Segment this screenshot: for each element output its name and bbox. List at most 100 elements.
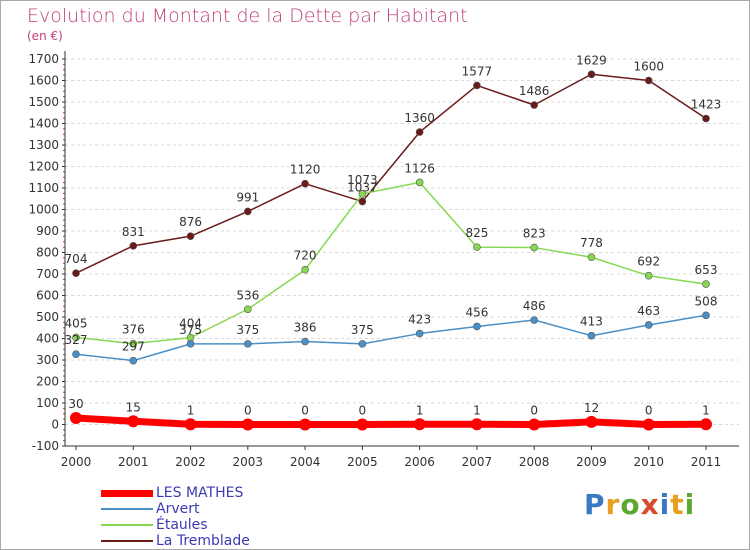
y-tick-label: 300 xyxy=(36,353,59,367)
data-point xyxy=(72,333,80,342)
x-tick-label: 2004 xyxy=(290,455,321,469)
y-tick-label: 1400 xyxy=(28,117,59,131)
data-label: 831 xyxy=(122,225,145,239)
data-point xyxy=(642,418,655,431)
legend-swatch xyxy=(101,524,153,526)
data-point xyxy=(301,265,309,274)
data-point xyxy=(702,311,710,320)
y-tick-label: 1700 xyxy=(28,52,59,66)
x-tick-label: 2001 xyxy=(118,455,149,469)
data-point xyxy=(528,418,541,431)
data-point xyxy=(585,415,598,428)
data-point xyxy=(358,190,367,198)
y-tick-label: 1300 xyxy=(28,138,59,152)
data-point xyxy=(702,280,710,288)
data-point xyxy=(644,271,653,280)
proxiti-logo: Proxiti xyxy=(584,488,695,521)
data-label: 1423 xyxy=(691,98,722,112)
data-point xyxy=(301,337,309,346)
data-point xyxy=(702,114,710,123)
x-tick-label: 2003 xyxy=(233,455,264,469)
series-line-la-tremblade xyxy=(75,73,707,274)
data-point xyxy=(473,243,481,251)
data-label: 1 xyxy=(473,403,481,417)
data-label: 876 xyxy=(179,215,202,229)
logo-letter: i xyxy=(659,488,671,521)
chart-title: Evolution du Montant de la Dette par Hab… xyxy=(27,5,468,27)
y-tick-label: 500 xyxy=(36,310,59,324)
data-label: 0 xyxy=(359,404,367,418)
legend-swatch xyxy=(101,508,153,510)
y-tick-label: 700 xyxy=(36,267,59,281)
data-point xyxy=(244,305,252,314)
data-label: 1 xyxy=(187,403,195,417)
y-tick-label: 400 xyxy=(36,332,59,346)
legend-swatch xyxy=(101,540,153,542)
data-label: 327 xyxy=(65,333,88,347)
logo-letter: r xyxy=(605,488,621,521)
data-point xyxy=(644,321,653,329)
data-point xyxy=(530,316,538,324)
logo-letter: t xyxy=(670,488,685,521)
data-label: 386 xyxy=(294,321,317,335)
y-tick-label: 200 xyxy=(36,375,59,389)
data-label: 413 xyxy=(580,315,603,329)
data-label: 823 xyxy=(523,227,546,241)
unit-label: (en €) xyxy=(27,29,63,43)
data-label: 375 xyxy=(351,323,374,337)
logo-letter: P xyxy=(584,488,606,521)
data-point xyxy=(530,101,538,109)
data-label: 508 xyxy=(695,294,718,308)
data-label: 1120 xyxy=(290,163,321,177)
data-label: 375 xyxy=(179,323,202,337)
data-label: 1629 xyxy=(576,53,607,67)
x-tick-label: 2006 xyxy=(404,455,435,469)
data-point xyxy=(644,76,653,85)
data-label: 1600 xyxy=(633,60,664,74)
data-label: 1073 xyxy=(347,173,378,187)
data-label: 297 xyxy=(122,340,145,354)
x-tick-label: 2005 xyxy=(347,455,378,469)
data-point xyxy=(244,207,252,216)
x-tick-label: 2002 xyxy=(175,455,206,469)
data-point xyxy=(473,322,481,331)
data-label: 704 xyxy=(65,252,88,266)
x-tick-label: 2010 xyxy=(633,455,664,469)
data-label: 375 xyxy=(236,323,259,337)
logo-letter: x xyxy=(640,488,660,521)
data-point xyxy=(129,242,138,250)
data-label: 536 xyxy=(236,288,259,302)
y-tick-label: 900 xyxy=(36,224,59,238)
logo-letter: i xyxy=(684,488,696,521)
data-point xyxy=(587,70,596,79)
data-point xyxy=(301,179,309,188)
data-label: 486 xyxy=(523,299,546,313)
x-tick-label: 2009 xyxy=(576,455,607,469)
legend-label: LES MATHES xyxy=(156,485,244,501)
data-label: 1 xyxy=(702,403,710,417)
data-label: 1577 xyxy=(462,64,493,78)
y-tick-label: 600 xyxy=(36,289,59,303)
y-tick-label: 1200 xyxy=(28,160,59,174)
series-line-étaules xyxy=(75,181,707,345)
y-tick-label: 100 xyxy=(36,396,59,410)
y-tick-label: -100 xyxy=(32,439,59,453)
legend-label: Arvert xyxy=(156,501,200,517)
data-label: 376 xyxy=(122,323,145,337)
data-label: 1126 xyxy=(404,161,435,175)
data-point xyxy=(358,340,367,348)
x-tick-label: 2011 xyxy=(691,455,722,469)
data-point xyxy=(530,243,538,252)
data-point xyxy=(129,339,138,348)
data-label: 720 xyxy=(294,249,317,263)
x-tick-label: 2008 xyxy=(519,455,550,469)
logo-letter: o xyxy=(620,488,641,521)
data-point xyxy=(356,418,369,431)
data-point xyxy=(244,340,252,348)
data-label: 825 xyxy=(465,226,488,240)
data-point xyxy=(186,340,195,348)
data-label: 463 xyxy=(637,304,660,318)
data-label: 456 xyxy=(465,305,488,319)
data-point xyxy=(473,81,481,90)
